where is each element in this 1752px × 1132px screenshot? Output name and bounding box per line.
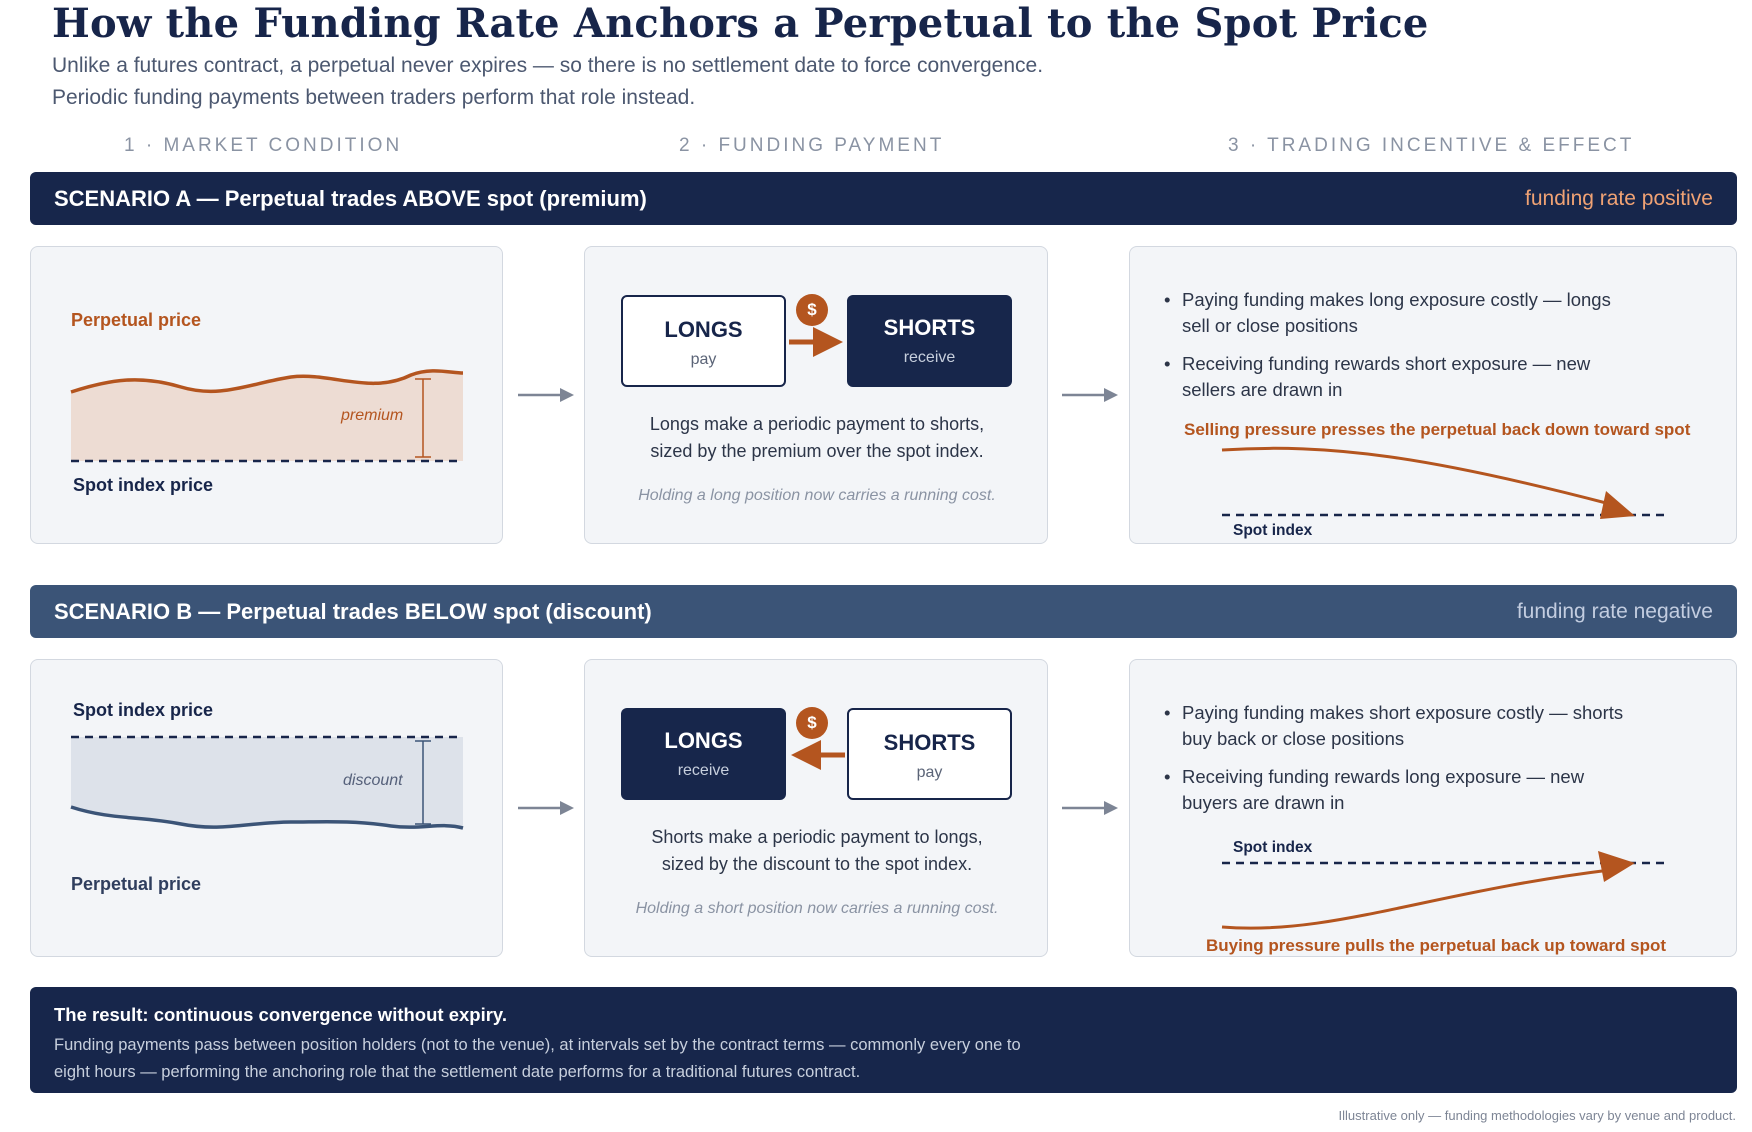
scenario-a-shorts-box: SHORTS receive <box>847 295 1012 387</box>
scenario-a-note: Holding a long position now carries a ru… <box>638 487 996 504</box>
scenario-b-banner: SCENARIO B — Perpetual trades BELOW spot… <box>30 585 1737 638</box>
party-name: LONGS <box>664 728 743 753</box>
converging-perp-line <box>1221 446 1611 506</box>
step-market-condition: 1 · MARKET CONDITION <box>124 135 403 156</box>
scenario-b-note: Holding a short position now carries a r… <box>635 900 999 917</box>
scenario-b-title: SCENARIO B — Perpetual trades BELOW spot… <box>54 599 652 624</box>
scenario-b-spot-index: Spot index <box>1233 839 1313 856</box>
footnote: Illustrative only — funding methodologie… <box>1338 1108 1736 1123</box>
party-name: SHORTS <box>883 315 976 340</box>
step-trading-incentive: 3 · TRADING INCENTIVE & EFFECT <box>1228 135 1635 156</box>
scenario-b-discount-chart <box>70 735 464 830</box>
payment-arrow-icon <box>791 740 845 770</box>
party-name: SHORTS <box>883 730 976 755</box>
scenario-a-premium-chart <box>70 369 464 463</box>
party-role: receive <box>677 762 730 779</box>
desc-line-1: Longs make a periodic payment to shorts, <box>649 414 985 434</box>
bullet-item: Paying funding makes long exposure costl… <box>1164 287 1724 339</box>
scenario-a-effect-panel: Paying funding makes long exposure costl… <box>1129 246 1737 544</box>
scenario-b-bullets: Paying funding makes short exposure cost… <box>1164 700 1724 828</box>
dollar-coin-icon: $ <box>796 707 828 739</box>
flow-arrow-icon <box>518 801 574 815</box>
perpetual-price-line <box>70 805 464 830</box>
premium-area <box>71 370 463 461</box>
scenario-a-description: Longs make a periodic payment to shorts,… <box>585 411 1049 465</box>
scenario-b-shorts-box: SHORTS pay <box>847 708 1012 800</box>
desc-line-2: sized by the premium over the spot index… <box>650 441 984 461</box>
result-line-1: Funding payments pass between position h… <box>54 1036 1021 1054</box>
scenario-a-perp-label: Perpetual price <box>71 310 202 330</box>
scenario-b-effect: Buying pressure pulls the perpetual back… <box>1206 936 1667 955</box>
scenario-a-longs-box: LONGS pay <box>621 295 786 387</box>
scenario-a-spot-index: Spot index <box>1233 522 1313 539</box>
flow-arrow-icon <box>1062 388 1118 402</box>
scenario-b-effect-panel: Paying funding makes short exposure cost… <box>1129 659 1737 957</box>
scenario-a-payment-panel: LONGS pay $ SHORTS receive Longs make a … <box>584 246 1048 544</box>
page-title: How the Funding Rate Anchors a Perpetual… <box>52 0 1429 47</box>
scenario-b-condition-panel: Spot index price discount Perpetual pric… <box>30 659 503 957</box>
subtitle-line-1: Unlike a futures contract, a perpetual n… <box>52 54 1044 77</box>
subtitle-line-2: Periodic funding payments between trader… <box>52 86 696 109</box>
result-title: The result: continuous convergence witho… <box>54 1004 507 1025</box>
party-role: receive <box>903 349 956 366</box>
bullet-item: Paying funding makes short exposure cost… <box>1164 700 1724 752</box>
result-line-2: eight hours — performing the anchoring r… <box>54 1063 861 1081</box>
scenario-a-effect: Selling pressure presses the perpetual b… <box>1184 420 1691 439</box>
result-box: The result: continuous convergence witho… <box>30 987 1737 1093</box>
premium-label: premium <box>341 407 404 424</box>
flow-arrow-icon <box>1062 801 1118 815</box>
scenario-b-spot-label: Spot index price <box>73 700 214 720</box>
perpetual-price-line <box>70 369 464 394</box>
scenario-b-payment-panel: LONGS receive $ SHORTS pay Shorts make a… <box>584 659 1048 957</box>
scenario-b-description: Shorts make a periodic payment to longs,… <box>585 824 1049 878</box>
scenario-b-perp-label: Perpetual price <box>71 874 202 894</box>
discount-label: discount <box>343 772 403 789</box>
flow-arrow-icon <box>518 388 574 402</box>
party-role: pay <box>690 351 717 368</box>
converging-perp-line <box>1221 868 1611 930</box>
scenario-a-condition-panel: Perpetual price premium Spot index price <box>30 246 503 544</box>
scenario-b-longs-box: LONGS receive <box>621 708 786 800</box>
payment-arrow-icon <box>789 327 843 357</box>
scenario-a-convergence-chart <box>1221 446 1664 519</box>
arrowhead <box>1598 851 1635 882</box>
party-role: pay <box>916 764 943 781</box>
discount-area <box>71 737 463 828</box>
desc-line-1: Shorts make a periodic payment to longs, <box>651 827 983 847</box>
scenario-b-rate: funding rate negative <box>1516 600 1713 623</box>
scenario-a-banner: SCENARIO A — Perpetual trades ABOVE spot… <box>30 172 1737 225</box>
desc-line-2: sized by the discount to the spot index. <box>661 854 973 874</box>
result-body: Funding payments pass between position h… <box>54 1032 1094 1086</box>
bullet-item: Receiving funding rewards short exposure… <box>1164 351 1724 403</box>
dollar-coin-icon: $ <box>796 294 828 326</box>
scenario-a-rate: funding rate positive <box>1525 187 1713 210</box>
scenario-b-convergence-chart <box>1221 851 1664 930</box>
step-funding-payment: 2 · FUNDING PAYMENT <box>679 135 945 156</box>
scenario-a-spot-label: Spot index price <box>73 475 214 495</box>
arrowhead <box>1600 491 1635 519</box>
scenario-a-bullets: Paying funding makes long exposure costl… <box>1164 287 1724 415</box>
party-name: LONGS <box>664 317 743 342</box>
scenario-a-title: SCENARIO A — Perpetual trades ABOVE spot… <box>54 186 647 211</box>
bullet-item: Receiving funding rewards long exposure … <box>1164 764 1724 816</box>
